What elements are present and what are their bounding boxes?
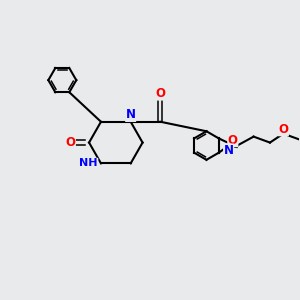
Text: O: O (155, 87, 165, 100)
Text: N: N (126, 108, 136, 122)
Text: N: N (224, 144, 234, 157)
Text: O: O (228, 134, 238, 147)
Text: O: O (65, 136, 75, 149)
Text: O: O (278, 123, 288, 136)
Text: NH: NH (79, 158, 98, 168)
